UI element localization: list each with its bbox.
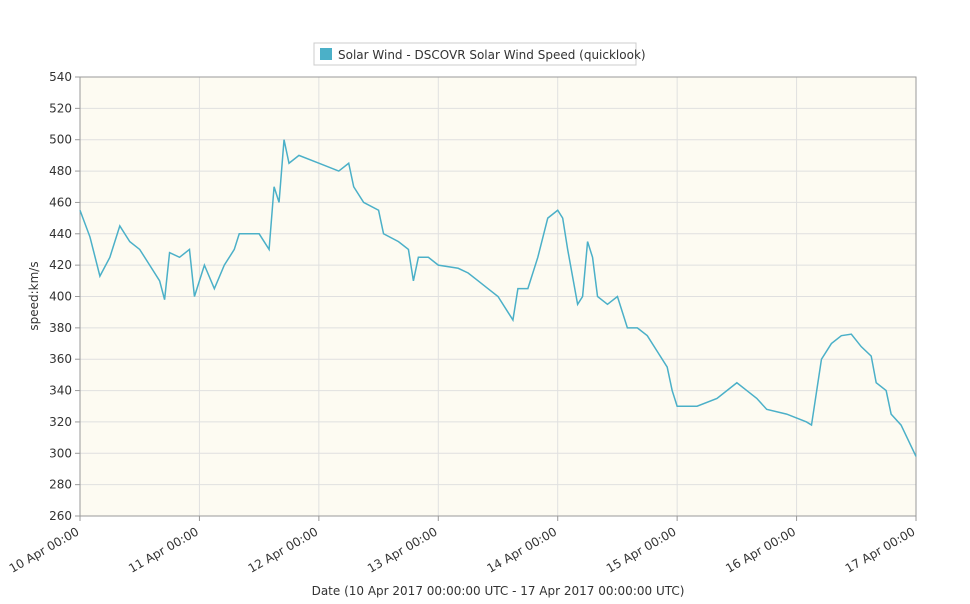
y-tick-label: 300 — [49, 446, 72, 460]
y-tick-label: 320 — [49, 415, 72, 429]
legend: Solar Wind - DSCOVR Solar Wind Speed (qu… — [313, 42, 646, 66]
y-axis-title: speed:km/s — [27, 261, 41, 330]
y-tick-label: 540 — [49, 70, 72, 84]
x-axis-title: Date (10 Apr 2017 00:00:00 UTC - 17 Apr … — [312, 584, 685, 598]
x-tick-label: 12 Apr 00:00 — [246, 524, 321, 575]
x-tick-label: 10 Apr 00:00 — [7, 524, 82, 575]
y-tick-label: 460 — [49, 195, 72, 209]
y-tick-label: 440 — [49, 227, 72, 241]
legend-label: Solar Wind - DSCOVR Solar Wind Speed (qu… — [338, 48, 646, 62]
x-tick-label: 16 Apr 00:00 — [723, 524, 798, 575]
data-line — [79, 139, 917, 457]
plot-border — [79, 76, 917, 517]
y-tick-label: 480 — [49, 164, 72, 178]
y-tick-label: 400 — [49, 290, 72, 304]
y-tick-label: 340 — [49, 384, 72, 398]
y-tick-label: 360 — [49, 352, 72, 366]
legend-box — [313, 42, 637, 66]
x-tick-label: 15 Apr 00:00 — [604, 524, 679, 575]
x-tick-label: 14 Apr 00:00 — [484, 524, 559, 575]
x-tick-label: 17 Apr 00:00 — [843, 524, 918, 575]
y-tick-label: 260 — [49, 509, 72, 523]
y-tick-label: 420 — [49, 258, 72, 272]
y-tick-label: 500 — [49, 133, 72, 147]
x-tick-label: 11 Apr 00:00 — [126, 524, 201, 575]
legend-swatch — [320, 48, 332, 60]
x-tick-label: 13 Apr 00:00 — [365, 524, 440, 575]
y-tick-label: 520 — [49, 101, 72, 115]
y-tick-label: 380 — [49, 321, 72, 335]
y-tick-label: 280 — [49, 478, 72, 492]
